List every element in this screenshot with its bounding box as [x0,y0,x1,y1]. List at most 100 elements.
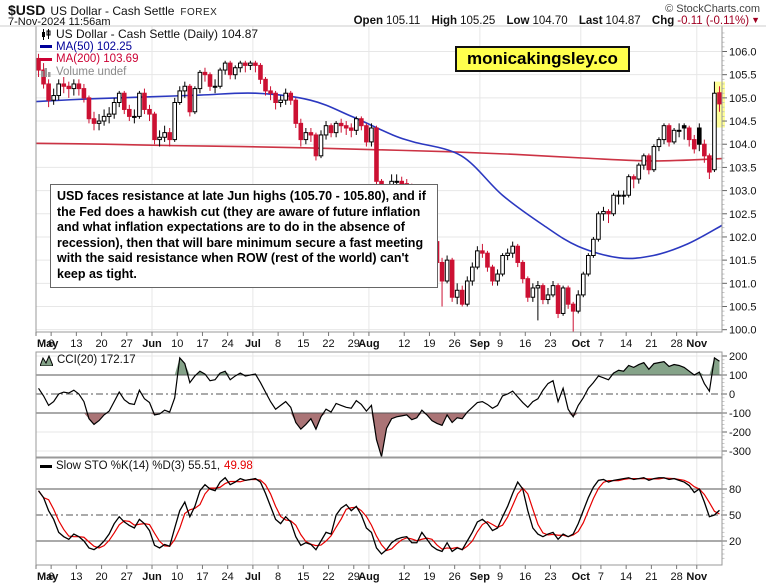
svg-text:106.0: 106.0 [729,47,757,59]
svg-text:6: 6 [48,571,54,583]
svg-text:80: 80 [729,484,741,496]
svg-text:20: 20 [95,338,107,350]
svg-text:21: 21 [645,571,657,583]
svg-text:May: May [37,338,59,350]
cci-legend-text: CCI(20) 172.17 [57,354,136,366]
chart-header: $USD US Dollar - Cash Settle FOREX [8,2,217,20]
svg-text:Jul: Jul [245,571,261,583]
svg-text:15: 15 [297,338,309,350]
main-legend-title: US Dollar - Cash Settle (Daily) 104.87 [56,27,259,42]
svg-text:17: 17 [196,571,208,583]
svg-text:6: 6 [48,338,54,350]
svg-text:27: 27 [121,571,133,583]
svg-text:24: 24 [222,338,234,350]
ma200-swatch-icon [40,57,52,61]
svg-text:12: 12 [398,571,410,583]
svg-text:26: 26 [449,338,461,350]
svg-text:104.0: 104.0 [729,139,757,151]
svg-text:20: 20 [95,571,107,583]
svg-text:29: 29 [348,571,360,583]
last-value: 104.87 [605,15,641,27]
svg-text:19: 19 [423,571,435,583]
cci-panel: 200 100 0 -100 -200 -300 [35,351,751,458]
svg-text:0: 0 [729,389,735,401]
chart-datetime: 7-Nov-2024 11:56am [8,16,111,28]
svg-text:May: May [37,571,59,583]
annotation-box: USD faces resistance at late Jun highs (… [50,184,438,288]
instrument-name: US Dollar - Cash Settle [50,4,175,18]
cci-legend: CCI(20) 172.17 [40,354,136,366]
svg-text:17: 17 [196,338,208,350]
svg-text:Nov: Nov [686,571,708,583]
open-value: 105.11 [386,15,421,27]
svg-text:14: 14 [620,338,632,350]
svg-text:Oct: Oct [572,571,591,583]
svg-text:100: 100 [729,370,747,382]
svg-text:28: 28 [670,338,682,350]
sto-legend-d-value: 49.98 [224,460,253,472]
svg-text:103.5: 103.5 [729,162,757,174]
last-label: Last [578,15,603,27]
svg-text:105.5: 105.5 [729,70,757,82]
svg-text:Aug: Aug [358,571,379,583]
svg-text:Jun: Jun [142,338,162,350]
svg-text:22: 22 [322,338,334,350]
copyright: © StockCharts.com [665,3,760,15]
down-triangle-icon: ▼ [751,15,760,25]
candlestick-icon [40,28,52,40]
svg-text:102.5: 102.5 [729,209,757,221]
sto-panel-border [35,457,723,566]
svg-text:100.0: 100.0 [729,325,757,337]
svg-text:12: 12 [398,338,410,350]
svg-text:104.5: 104.5 [729,116,757,128]
candlestick-series [36,53,722,332]
cci-fill-below [38,413,720,457]
svg-text:29: 29 [348,338,360,350]
svg-text:101.5: 101.5 [729,255,757,267]
svg-text:23: 23 [544,571,556,583]
svg-text:23: 23 [544,338,556,350]
cci-line [38,356,720,457]
svg-text:21: 21 [645,338,657,350]
svg-text:16: 16 [519,571,531,583]
volume-bars-icon [40,66,52,78]
sto-panel: 80 50 20 [35,457,741,566]
svg-text:Aug: Aug [358,338,379,350]
low-value: 104.70 [532,15,568,27]
svg-text:27: 27 [121,338,133,350]
watermark-badge: monicakingsley.co [455,46,630,72]
svg-text:8: 8 [275,571,281,583]
svg-text:10: 10 [171,571,183,583]
svg-text:Sep: Sep [470,338,490,350]
svg-text:Jul: Jul [245,338,261,350]
cci-area-icon [40,354,53,366]
svg-text:100.5: 100.5 [729,302,757,314]
svg-text:24: 24 [222,571,234,583]
exchange-label: FOREX [180,7,218,18]
svg-text:15: 15 [297,571,309,583]
main-price-panel: 106.0 105.5 105.0 104.5 104.0 103.5 103.0 102.5… [35,25,757,337]
ma200-line [35,142,723,162]
chg-value: -0.11 (-0.11%) [677,15,750,27]
quote-strip: Open 105.11 High 105.25 Low 104.70 Last 104.… [346,15,760,27]
svg-text:-300: -300 [729,446,751,458]
svg-text:200: 200 [729,351,747,363]
svg-text:103.0: 103.0 [729,186,757,198]
svg-text:28: 28 [670,571,682,583]
svg-text:-100: -100 [729,408,751,420]
svg-text:13: 13 [70,338,82,350]
ma200-legend: MA(200) 103.69 [56,53,139,66]
svg-text:101.0: 101.0 [729,278,757,290]
cci-fill-above [38,357,720,375]
svg-text:20: 20 [729,536,741,548]
svg-text:16: 16 [519,338,531,350]
chg-label: Chg [651,15,675,27]
sto-line-swatch-icon [40,464,52,468]
high-value: 105.25 [460,15,496,27]
cci-panel-border [35,351,723,458]
sto-legend: Slow STO %K(14) %D(3) 55.51, 49.98 [40,460,253,472]
volume-legend: Volume undef [56,65,127,78]
